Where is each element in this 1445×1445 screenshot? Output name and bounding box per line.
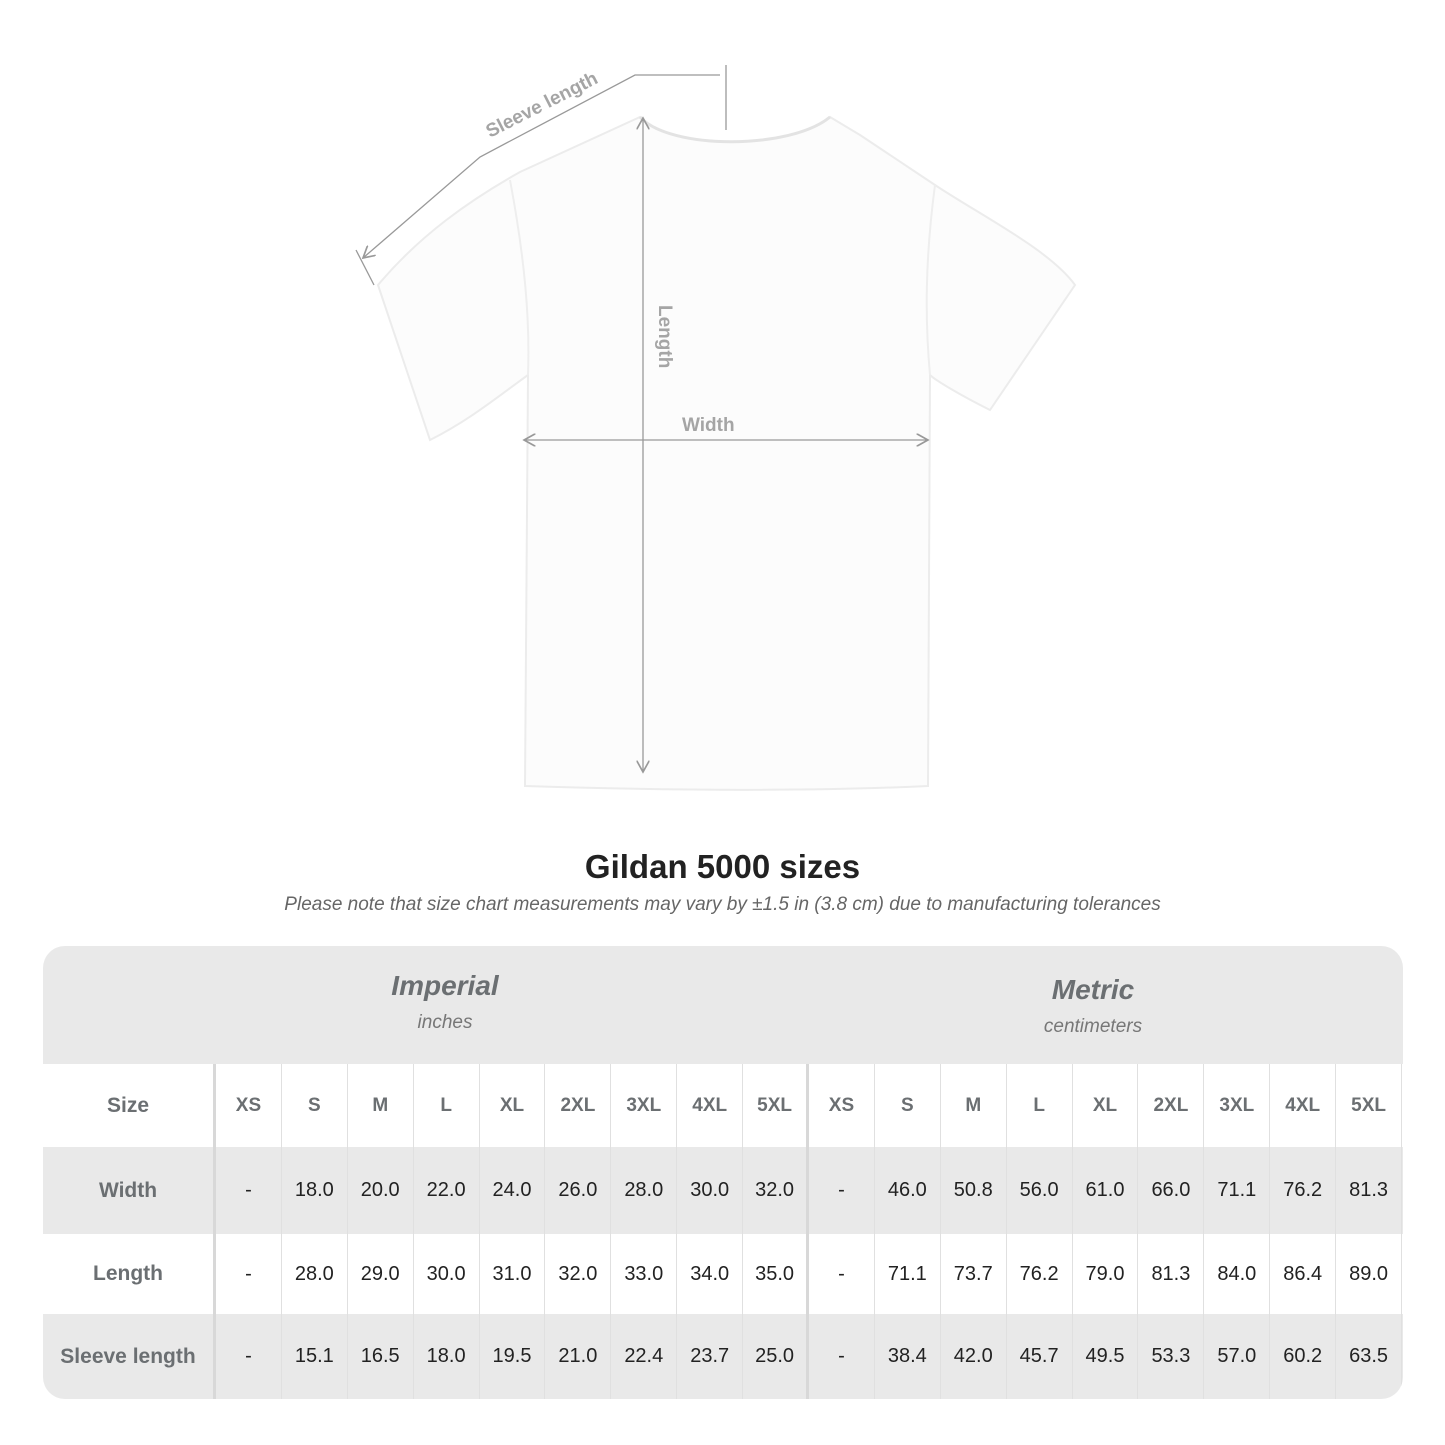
metric-value-cell: 53.3 bbox=[1138, 1314, 1205, 1399]
metric-value-cell: - bbox=[809, 1147, 875, 1234]
metric-title: Metric bbox=[1051, 974, 1135, 1005]
metric-value-cell: 50.8 bbox=[941, 1147, 1007, 1234]
metric-value-cell: 76.2 bbox=[1007, 1234, 1073, 1314]
tshirt-diagram: Sleeve length Length Width bbox=[355, 65, 1077, 791]
size-header-cell: 2XL bbox=[1138, 1064, 1205, 1147]
size-header-cell: XL bbox=[1073, 1064, 1139, 1147]
imperial-value-cell: 35.0 bbox=[743, 1234, 810, 1314]
row-label: Length bbox=[43, 1234, 216, 1314]
imperial-value-cell: 28.0 bbox=[282, 1234, 348, 1314]
imperial-title: Imperial bbox=[391, 970, 499, 1001]
imperial-value-cell: 15.1 bbox=[282, 1314, 348, 1399]
metric-header: Metric centimeters bbox=[963, 974, 1223, 1038]
imperial-value-cell: - bbox=[216, 1147, 282, 1234]
metric-value-cell: 42.0 bbox=[941, 1314, 1007, 1399]
row-label: Sleeve length bbox=[43, 1314, 216, 1399]
imperial-value-cell: 32.0 bbox=[743, 1147, 810, 1234]
imperial-value-cell: 26.0 bbox=[545, 1147, 612, 1234]
length-label: Length bbox=[654, 305, 675, 368]
metric-value-cell: 61.0 bbox=[1073, 1147, 1139, 1234]
metric-value-cell: 38.4 bbox=[875, 1314, 941, 1399]
imperial-value-cell: 23.7 bbox=[677, 1314, 744, 1399]
size-header-cell: M bbox=[941, 1064, 1007, 1147]
size-header-cell: S bbox=[875, 1064, 941, 1147]
metric-value-cell: 84.0 bbox=[1204, 1234, 1271, 1314]
size-header-cell: S bbox=[282, 1064, 348, 1147]
imperial-value-cell: 33.0 bbox=[611, 1234, 678, 1314]
imperial-value-cell: 20.0 bbox=[348, 1147, 414, 1234]
page-title: Gildan 5000 sizes bbox=[584, 848, 861, 885]
metric-value-cell: 57.0 bbox=[1204, 1314, 1271, 1399]
size-header-cell: M bbox=[348, 1064, 414, 1147]
size-header-cell: XL bbox=[480, 1064, 546, 1147]
metric-value-cell: 56.0 bbox=[1007, 1147, 1073, 1234]
imperial-value-cell: 30.0 bbox=[414, 1234, 480, 1314]
size-header-cell: XS bbox=[809, 1064, 875, 1147]
size-header-cell: L bbox=[1007, 1064, 1073, 1147]
unit-header: Imperial inches Metric centimeters bbox=[43, 946, 1403, 1064]
imperial-value-cell: 30.0 bbox=[677, 1147, 744, 1234]
imperial-value-cell: 22.0 bbox=[414, 1147, 480, 1234]
size-header-cell: 5XL bbox=[1336, 1064, 1403, 1147]
metric-value-cell: 60.2 bbox=[1270, 1314, 1337, 1399]
metric-value-cell: 66.0 bbox=[1138, 1147, 1205, 1234]
row-label: Width bbox=[43, 1147, 216, 1234]
metric-value-cell: 76.2 bbox=[1270, 1147, 1337, 1234]
imperial-value-cell: 32.0 bbox=[545, 1234, 612, 1314]
size-header-cell: XS bbox=[216, 1064, 282, 1147]
metric-value-cell: - bbox=[809, 1234, 875, 1314]
size-header-cell: L bbox=[414, 1064, 480, 1147]
metric-value-cell: 81.3 bbox=[1138, 1234, 1205, 1314]
size-header-cell: 3XL bbox=[611, 1064, 678, 1147]
tolerance-note: Please note that size chart measurements… bbox=[284, 894, 1161, 915]
size-header-cell: 2XL bbox=[545, 1064, 612, 1147]
size-header-cell: 4XL bbox=[1270, 1064, 1337, 1147]
imperial-unit: inches bbox=[417, 1012, 473, 1033]
imperial-header: Imperial inches bbox=[315, 970, 575, 1034]
metric-value-cell: 71.1 bbox=[875, 1234, 941, 1314]
sleeve-length-measure bbox=[355, 65, 727, 286]
metric-value-cell: 79.0 bbox=[1073, 1234, 1139, 1314]
imperial-value-cell: 21.0 bbox=[545, 1314, 612, 1399]
metric-value-cell: 81.3 bbox=[1336, 1147, 1403, 1234]
metric-value-cell: 86.4 bbox=[1270, 1234, 1337, 1314]
imperial-value-cell: 19.5 bbox=[480, 1314, 546, 1399]
metric-value-cell: - bbox=[809, 1314, 875, 1399]
imperial-value-cell: 16.5 bbox=[348, 1314, 414, 1399]
row-label: Size bbox=[43, 1064, 216, 1147]
metric-value-cell: 73.7 bbox=[941, 1234, 1007, 1314]
width-label: Width bbox=[682, 415, 735, 436]
metric-value-cell: 45.7 bbox=[1007, 1314, 1073, 1399]
size-table: Imperial inches Metric centimeters Size X… bbox=[43, 946, 1403, 1399]
imperial-value-cell: 28.0 bbox=[611, 1147, 678, 1234]
table-row: Sleeve length -15.1 16.5 18.0 19.5 21.0 22.4 23… bbox=[43, 1314, 1403, 1399]
metric-value-cell: 89.0 bbox=[1336, 1234, 1403, 1314]
imperial-value-cell: 24.0 bbox=[480, 1147, 546, 1234]
metric-value-cell: 46.0 bbox=[875, 1147, 941, 1234]
imperial-value-cell: 18.0 bbox=[414, 1314, 480, 1399]
imperial-value-cell: 18.0 bbox=[282, 1147, 348, 1234]
imperial-value-cell: 22.4 bbox=[611, 1314, 678, 1399]
imperial-value-cell: 31.0 bbox=[480, 1234, 546, 1314]
metric-unit: centimeters bbox=[1043, 1016, 1143, 1037]
size-header-cell: 5XL bbox=[743, 1064, 810, 1147]
sleeve-length-label: Sleeve length bbox=[483, 68, 602, 142]
metric-value-cell: 63.5 bbox=[1336, 1314, 1403, 1399]
metric-value-cell: 49.5 bbox=[1073, 1314, 1139, 1399]
table-row: Width -18.0 20.0 22.0 24.0 26.0 28.0 30.0 32.0-4… bbox=[43, 1147, 1403, 1234]
size-header-cell: 4XL bbox=[677, 1064, 744, 1147]
size-header-cell: 3XL bbox=[1204, 1064, 1271, 1147]
imperial-value-cell: - bbox=[216, 1314, 282, 1399]
imperial-value-cell: 25.0 bbox=[743, 1314, 810, 1399]
size-header-row: Size XS S M L XL 2XL 3XL 4XL 5XL XS S M L XL 2XL 3XL 4XL 5… bbox=[43, 1064, 1403, 1147]
imperial-value-cell: - bbox=[216, 1234, 282, 1314]
imperial-value-cell: 29.0 bbox=[348, 1234, 414, 1314]
metric-value-cell: 71.1 bbox=[1204, 1147, 1271, 1234]
imperial-value-cell: 34.0 bbox=[677, 1234, 744, 1314]
tshirt-shape bbox=[376, 115, 1077, 791]
table-row: Length -28.0 29.0 30.0 31.0 32.0 33.0 34.0 35.0-… bbox=[43, 1234, 1403, 1314]
